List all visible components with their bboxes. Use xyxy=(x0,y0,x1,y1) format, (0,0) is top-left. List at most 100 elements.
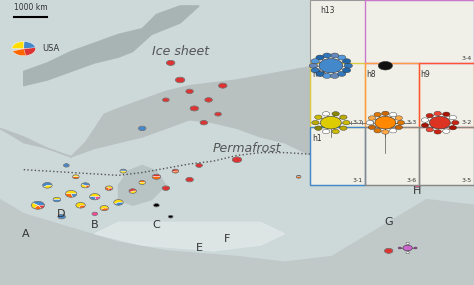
Wedge shape xyxy=(13,49,27,56)
Wedge shape xyxy=(85,185,90,188)
Circle shape xyxy=(337,72,346,76)
Wedge shape xyxy=(296,177,301,178)
Text: 3-7: 3-7 xyxy=(352,120,363,125)
Wedge shape xyxy=(215,112,221,116)
Wedge shape xyxy=(168,215,173,218)
Circle shape xyxy=(320,116,341,129)
Circle shape xyxy=(390,129,397,133)
Wedge shape xyxy=(175,77,185,83)
Polygon shape xyxy=(0,200,474,285)
Circle shape xyxy=(316,72,324,76)
Circle shape xyxy=(311,59,319,64)
Text: h9: h9 xyxy=(420,70,430,79)
Circle shape xyxy=(429,116,450,129)
Circle shape xyxy=(397,121,404,125)
Wedge shape xyxy=(399,175,403,179)
Wedge shape xyxy=(152,174,161,177)
Wedge shape xyxy=(120,169,127,171)
Wedge shape xyxy=(129,189,137,192)
Polygon shape xyxy=(0,52,474,157)
Circle shape xyxy=(414,247,417,249)
Wedge shape xyxy=(100,205,109,209)
Text: Permafrost: Permafrost xyxy=(212,142,281,155)
Wedge shape xyxy=(24,48,36,56)
Wedge shape xyxy=(71,194,77,197)
Wedge shape xyxy=(38,205,45,209)
Circle shape xyxy=(395,125,402,129)
Wedge shape xyxy=(73,175,79,177)
Circle shape xyxy=(316,55,324,60)
Circle shape xyxy=(390,112,397,117)
Text: 3-5: 3-5 xyxy=(462,178,472,183)
Wedge shape xyxy=(33,201,45,205)
Circle shape xyxy=(368,116,375,120)
Wedge shape xyxy=(130,191,137,193)
Polygon shape xyxy=(118,165,166,205)
Wedge shape xyxy=(105,187,109,190)
Circle shape xyxy=(332,129,339,134)
Text: G: G xyxy=(384,217,393,227)
Wedge shape xyxy=(81,183,90,185)
Wedge shape xyxy=(92,212,98,215)
Wedge shape xyxy=(403,177,407,179)
Wedge shape xyxy=(424,171,430,173)
Wedge shape xyxy=(73,177,79,179)
Wedge shape xyxy=(24,42,36,49)
Circle shape xyxy=(332,112,339,116)
Circle shape xyxy=(395,116,402,120)
Circle shape xyxy=(323,74,331,78)
Text: Ice sheet: Ice sheet xyxy=(152,45,209,58)
Wedge shape xyxy=(173,171,179,173)
Wedge shape xyxy=(31,203,38,209)
Wedge shape xyxy=(34,205,42,209)
Circle shape xyxy=(342,68,351,73)
Bar xyxy=(419,63,474,127)
Circle shape xyxy=(443,112,450,116)
Circle shape xyxy=(322,129,330,134)
Text: 3-4: 3-4 xyxy=(461,56,472,61)
Circle shape xyxy=(368,125,375,129)
Circle shape xyxy=(406,252,409,254)
Text: USA: USA xyxy=(43,44,60,53)
Text: A: A xyxy=(22,229,30,239)
Text: F: F xyxy=(224,235,231,245)
Circle shape xyxy=(443,129,450,133)
Circle shape xyxy=(374,112,381,117)
Text: B: B xyxy=(91,220,99,230)
Circle shape xyxy=(322,112,330,116)
Text: D: D xyxy=(57,209,66,219)
Circle shape xyxy=(421,118,428,122)
Circle shape xyxy=(374,129,381,133)
Circle shape xyxy=(315,126,322,130)
Circle shape xyxy=(403,245,412,251)
Wedge shape xyxy=(115,202,123,205)
Wedge shape xyxy=(400,174,407,177)
Wedge shape xyxy=(384,248,393,253)
Circle shape xyxy=(421,123,428,127)
Wedge shape xyxy=(172,169,179,172)
Circle shape xyxy=(366,121,374,125)
Wedge shape xyxy=(186,177,193,182)
Wedge shape xyxy=(120,171,127,173)
Circle shape xyxy=(311,68,319,73)
Wedge shape xyxy=(196,163,202,167)
Polygon shape xyxy=(95,222,284,251)
Bar xyxy=(310,63,365,127)
Text: 3-1: 3-1 xyxy=(353,178,363,183)
Wedge shape xyxy=(44,185,52,188)
Wedge shape xyxy=(163,98,169,102)
Text: 3-3: 3-3 xyxy=(407,120,417,125)
Text: 1000 km: 1000 km xyxy=(14,3,48,12)
Circle shape xyxy=(375,116,396,129)
Circle shape xyxy=(406,242,409,244)
Circle shape xyxy=(434,111,441,116)
Bar xyxy=(419,127,474,185)
Wedge shape xyxy=(90,197,96,200)
Wedge shape xyxy=(81,184,87,188)
Wedge shape xyxy=(109,188,113,190)
Circle shape xyxy=(323,53,331,58)
Wedge shape xyxy=(162,186,170,190)
Circle shape xyxy=(340,115,347,119)
Circle shape xyxy=(434,130,441,134)
Wedge shape xyxy=(53,197,61,200)
